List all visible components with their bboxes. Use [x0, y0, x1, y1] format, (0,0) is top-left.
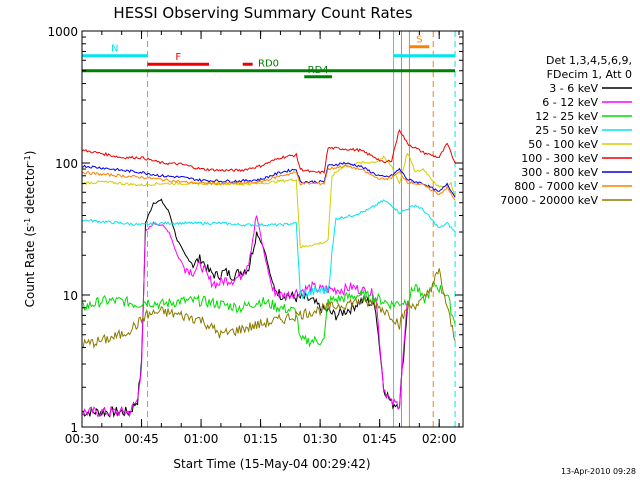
legend-label-3: 25 - 50 keV — [535, 124, 598, 137]
x-tick-label-6: 02:00 — [422, 432, 457, 446]
legend-label-2: 12 - 25 keV — [535, 110, 598, 123]
legend-label-6: 300 - 800 keV — [521, 166, 598, 179]
y-label-prefix: Count Rate (s — [23, 226, 37, 308]
x-tick-label-2: 01:00 — [184, 432, 219, 446]
y-axis-label: Count Rate (s-1 detector-1) — [23, 151, 38, 308]
state-label-0: N — [111, 44, 118, 55]
x-tick-label-4: 01:30 — [303, 432, 338, 446]
series-line-8 — [81, 268, 456, 349]
series-line-0 — [81, 198, 408, 418]
x-tick-label-0: 00:30 — [65, 432, 100, 446]
legend-header-2: FDecim 1, Att 0 — [547, 68, 632, 81]
chart-title: HESSI Observing Summary Count Rates — [113, 4, 412, 22]
plot-frame — [81, 30, 464, 428]
state-label-4: S — [416, 35, 422, 46]
x-tick-label-3: 01:15 — [243, 432, 278, 446]
series-line-7 — [81, 164, 456, 201]
state-label-6: RD4 — [308, 65, 329, 76]
y-tick-label-1: 10 — [63, 289, 78, 303]
footer-timestamp: 13-Apr-2010 09:28 — [561, 467, 636, 476]
series-line-1 — [81, 215, 408, 418]
legend-label-0: 3 - 6 keV — [549, 82, 598, 95]
y-tick-label-3: 1000 — [47, 25, 78, 39]
y-label-suffix: ) — [23, 151, 37, 156]
series-line-3 — [81, 199, 456, 299]
state-label-2: F — [175, 52, 181, 63]
y-tick-label-2: 100 — [55, 157, 78, 171]
legend-label-7: 800 - 7000 keV — [514, 180, 598, 193]
y-label-sup-1: -1 — [23, 218, 32, 226]
x-tick-label-5: 01:45 — [362, 432, 397, 446]
legend-label-1: 6 - 12 keV — [542, 96, 598, 109]
x-axis-label: Start Time (15-May-04 00:29:42) — [173, 457, 370, 471]
series-line-4 — [81, 152, 456, 249]
legend-label-8: 7000 - 20000 keV — [500, 194, 598, 207]
data-layer: N F S RD0 RD4 — [81, 31, 456, 427]
series-line-5 — [81, 129, 456, 175]
x-tick-label-1: 00:45 — [124, 432, 159, 446]
series-line-2 — [81, 280, 456, 348]
y-label-mid: detector — [23, 163, 37, 218]
legend-label-4: 50 - 100 keV — [528, 138, 598, 151]
y-label-sup-2: -1 — [23, 155, 32, 163]
legend-label-5: 100 - 300 keV — [521, 152, 598, 165]
legend-header-1: Det 1,3,4,5,6,9, — [546, 54, 632, 67]
legend: Det 1,3,4,5,6,9, FDecim 1, Att 0 3 - 6 k… — [500, 54, 632, 207]
axes-layer: 00:30 00:45 01:00 01:15 01:30 01:45 02:00 1 10 10… — [47, 25, 463, 446]
state-label-5: RD0 — [258, 59, 279, 70]
y-tick-label-0: 1 — [70, 421, 78, 435]
